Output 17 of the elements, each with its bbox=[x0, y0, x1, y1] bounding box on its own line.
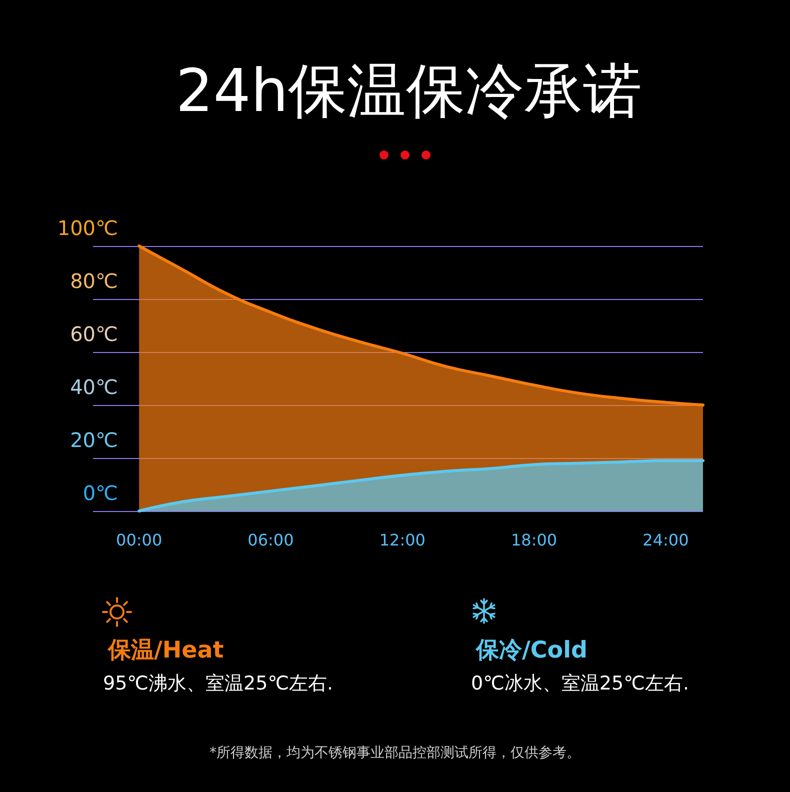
y-tick-label: 100℃ bbox=[57, 216, 118, 240]
chart-title: 24h保温保冷承诺 bbox=[176, 56, 642, 125]
x-tick-label: 12:00 bbox=[379, 530, 426, 550]
y-tick-label: 80℃ bbox=[70, 269, 118, 293]
x-tick-label: 18:00 bbox=[510, 530, 558, 550]
x-tick-label: 00:00 bbox=[116, 530, 162, 550]
y-tick-label: 0℃ bbox=[82, 481, 118, 505]
legend-label: 保温/Heat bbox=[107, 638, 224, 664]
text: 95℃沸水、室温25℃左右. bbox=[103, 672, 334, 694]
x-tick-label: 06:00 bbox=[248, 530, 294, 550]
x-tick-label: 24:00 bbox=[642, 530, 689, 550]
y-tick-label: 60℃ bbox=[70, 322, 118, 346]
y-tick-label: 40℃ bbox=[70, 375, 118, 399]
text: *所得数据，均为不锈钢事业部品控部测试所得，仅供参考。 bbox=[210, 745, 580, 761]
legend-label: 保冷/Cold bbox=[475, 638, 588, 664]
text: 0℃冰水、室温25℃左右. bbox=[471, 672, 689, 694]
y-tick-label: 20℃ bbox=[70, 428, 118, 452]
